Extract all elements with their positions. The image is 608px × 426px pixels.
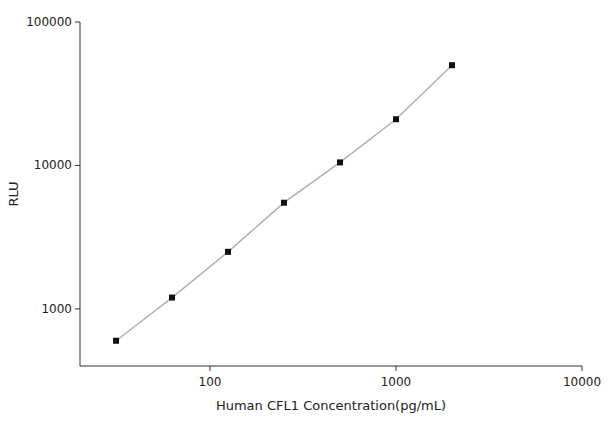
data-point [449, 62, 455, 68]
x-axis-label: Human CFL1 Concentration(pg/mL) [216, 398, 446, 413]
y-tick-label: 10000 [34, 158, 72, 172]
y-axis-label: RLU [6, 181, 21, 206]
plot-area [113, 62, 455, 344]
chart-container: 100 1000 10000 1000 10000 100000 Human CFL1 Co… [0, 0, 608, 426]
x-tick [396, 366, 397, 371]
data-point [169, 295, 175, 301]
data-point [113, 338, 119, 344]
chart-svg: 100 1000 10000 1000 10000 100000 Human CFL1 Co… [0, 0, 608, 426]
x-tick [210, 366, 211, 371]
y-tick-label: 1000 [41, 302, 72, 316]
data-point [337, 159, 343, 165]
x-tick-label: 10000 [563, 375, 601, 389]
data-line [116, 65, 452, 341]
data-point [281, 200, 287, 206]
y-tick [75, 165, 80, 166]
x-tick [582, 366, 583, 371]
y-axis-line [80, 22, 81, 366]
y-tick [75, 22, 80, 23]
x-tick-label: 1000 [381, 375, 412, 389]
axes: 100 1000 10000 1000 10000 100000 [26, 15, 601, 389]
y-tick-label: 100000 [26, 15, 72, 29]
x-tick-label: 100 [199, 375, 222, 389]
y-tick [75, 308, 80, 309]
x-axis-line [80, 366, 582, 367]
data-point [225, 249, 231, 255]
data-point [393, 116, 399, 122]
